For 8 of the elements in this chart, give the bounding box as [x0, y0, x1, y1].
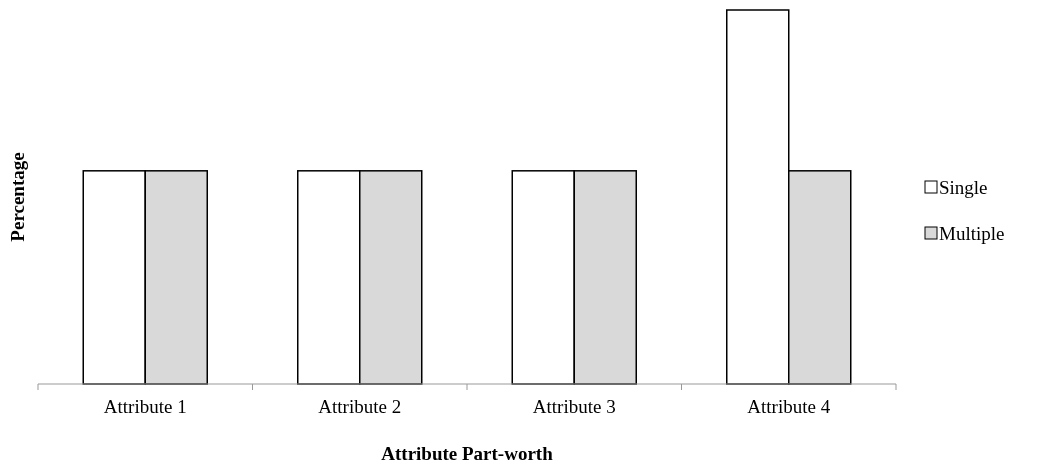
x-tick-label: Attribute 4: [747, 396, 831, 417]
legend-label: Single: [939, 177, 988, 198]
x-tick-label: Attribute 2: [318, 396, 402, 417]
x-axis-title: Attribute Part-worth: [381, 443, 554, 464]
x-tick-label: Attribute 3: [532, 396, 616, 417]
legend-label: Multiple: [939, 223, 1005, 244]
y-axis-title: Percentage: [7, 152, 28, 242]
x-tick-label: Attribute 1: [103, 396, 187, 417]
